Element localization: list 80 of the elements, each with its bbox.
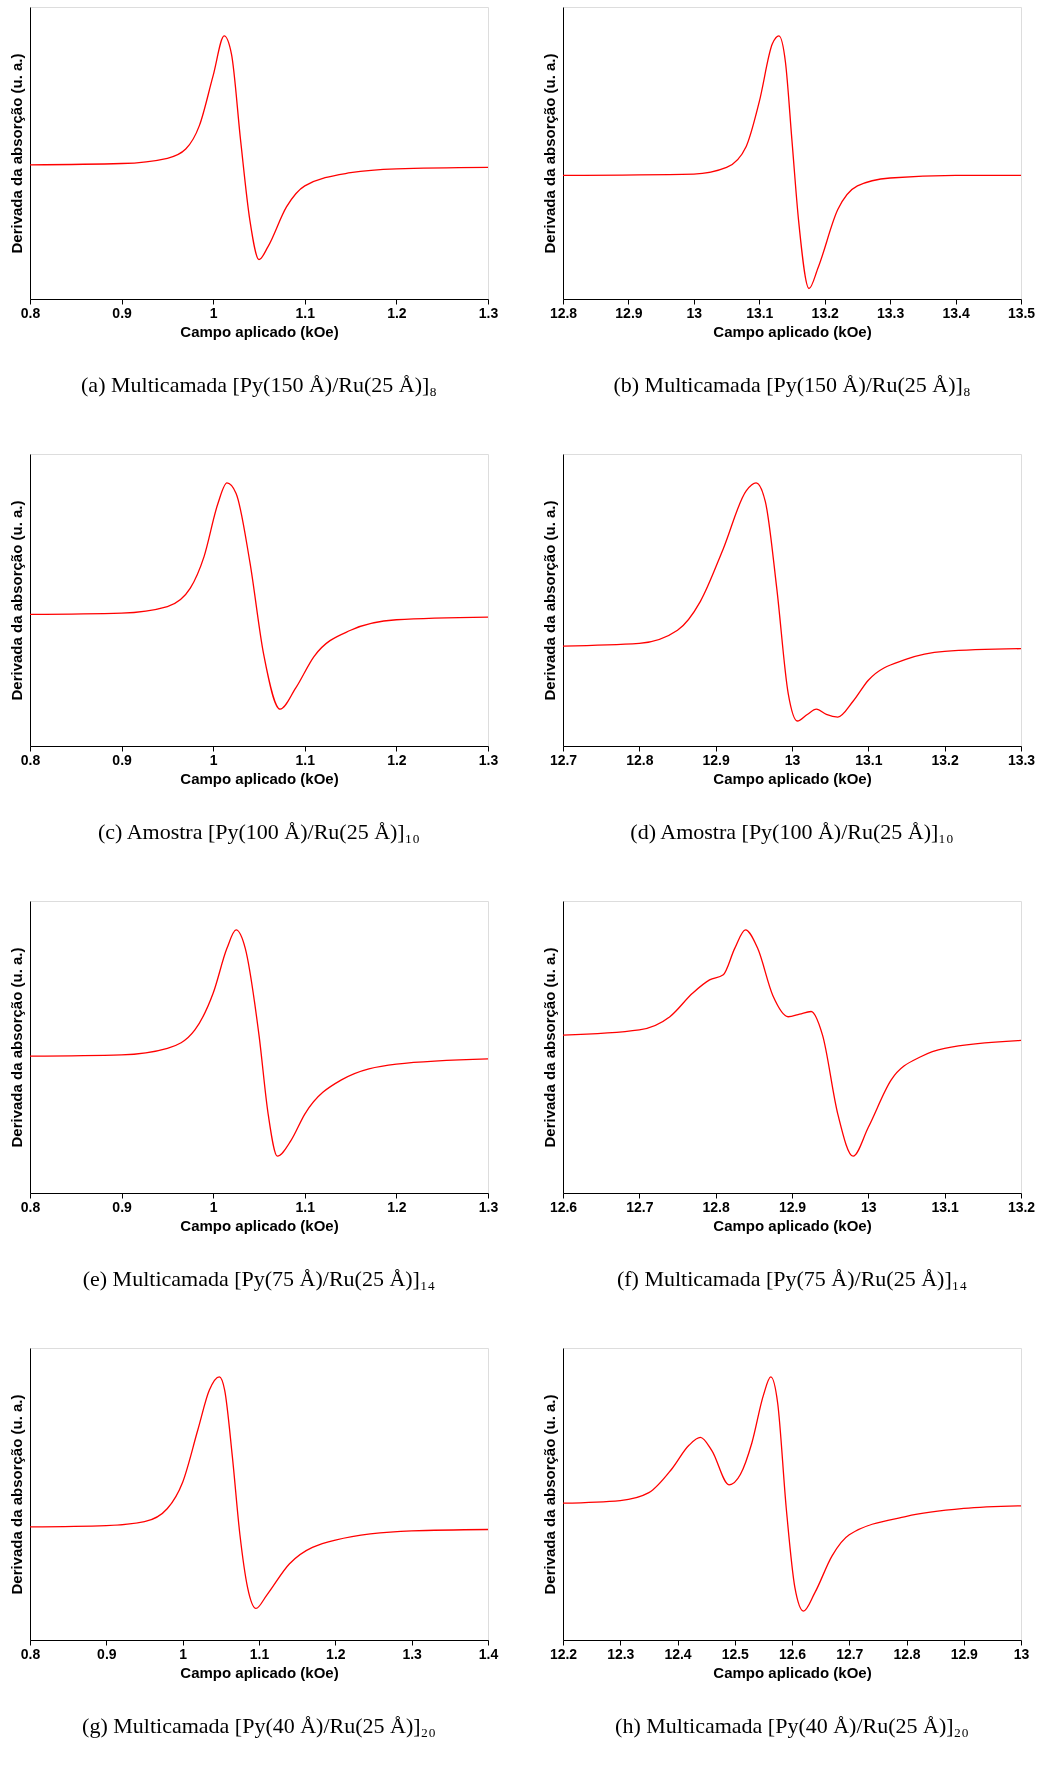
x-tick-label: 13 <box>861 1198 877 1215</box>
x-tick-label: 13.3 <box>1007 751 1036 768</box>
x-axis-title: Campo aplicado (kOe) <box>713 1216 872 1234</box>
x-tick-label: 13.2 <box>811 304 840 321</box>
y-axis-title: Derivada da absorção (u. a.) <box>7 53 25 254</box>
y-axis-title: Derivada da absorção (u. a.) <box>540 53 558 254</box>
x-tick-label: 0.8 <box>20 1198 41 1215</box>
x-tick-label: 1.3 <box>402 1645 423 1662</box>
x-tick-label: 0.9 <box>112 1198 133 1215</box>
x-tick-label: 12.6 <box>549 1198 578 1215</box>
x-tick-label: 1.2 <box>387 1198 407 1215</box>
x-tick-label: 12.9 <box>615 304 643 321</box>
x-tick-label: 13.2 <box>931 751 959 768</box>
x-tick-label: 0.9 <box>97 1645 117 1662</box>
x-tick-label: 12.4 <box>664 1645 692 1662</box>
y-axis-title: Derivada da absorção (u. a.) <box>7 1394 25 1595</box>
x-tick-label: 12.5 <box>721 1645 750 1662</box>
x-axis-title: Campo aplicado (kOe) <box>180 1216 339 1234</box>
text: (b) Multicamada [Py(150 Å)/Ru(25 Å)]₈ <box>613 372 971 397</box>
x-axis-title: Campo aplicado (kOe) <box>180 769 339 787</box>
x-tick-label: 1.3 <box>478 304 499 321</box>
x-tick-label: 12.8 <box>893 1645 921 1662</box>
text: (c) Amostra [Py(100 Å)/Ru(25 Å)]₁₀ <box>97 819 421 844</box>
x-tick-label: 1.1 <box>295 1198 316 1215</box>
x-tick-label: 13 <box>686 304 703 321</box>
x-tick-label: 1 <box>209 304 218 321</box>
x-tick-label: 0.9 <box>112 304 133 321</box>
x-tick-label: 0.9 <box>112 751 133 768</box>
x-axis-title: Campo aplicado (kOe) <box>180 1663 339 1681</box>
x-tick-label: 12.6 <box>778 1645 807 1662</box>
y-axis-title: Derivada da absorção (u. a.) <box>540 500 558 701</box>
x-tick-label: 12.9 <box>702 751 730 768</box>
x-tick-label: 12.2 <box>549 1645 578 1662</box>
x-tick-label: 13.1 <box>855 751 883 768</box>
x-tick-label: 13 <box>1013 1645 1030 1662</box>
x-axis-title: Campo aplicado (kOe) <box>713 322 872 340</box>
x-tick-label: 1 <box>209 751 218 768</box>
text: (f) Multicamada [Py(75 Å)/Ru(25 Å)]₁₄ <box>616 1266 968 1291</box>
y-axis-title: Derivada da absorção (u. a.) <box>540 947 558 1148</box>
x-tick-label: 1.1 <box>249 1645 270 1662</box>
text: (g) Multicamada [Py(40 Å)/Ru(25 Å)]₂₀ <box>82 1713 436 1738</box>
x-tick-label: 0.8 <box>20 751 41 768</box>
x-tick-label: 13.5 <box>1007 304 1036 321</box>
x-axis-title: Campo aplicado (kOe) <box>713 769 872 787</box>
x-tick-label: 1.2 <box>387 751 407 768</box>
x-tick-label: 1.1 <box>295 751 316 768</box>
y-axis-title: Derivada da absorção (u. a.) <box>540 1394 558 1595</box>
x-tick-label: 12.7 <box>549 751 578 768</box>
x-tick-label: 1.2 <box>326 1645 346 1662</box>
x-tick-label: 13.4 <box>942 304 970 321</box>
x-tick-label: 0.8 <box>20 304 41 321</box>
x-tick-label: 13.2 <box>1007 1198 1036 1215</box>
x-axis-title: Campo aplicado (kOe) <box>713 1663 872 1681</box>
x-tick-label: 12.3 <box>607 1645 635 1662</box>
text: (d) Amostra [Py(100 Å)/Ru(25 Å)]₁₀ <box>630 819 954 844</box>
x-tick-label: 12.8 <box>549 304 578 321</box>
x-tick-label: 13 <box>784 751 801 768</box>
x-axis-title: Campo aplicado (kOe) <box>180 322 339 340</box>
x-tick-label: 1.3 <box>478 751 499 768</box>
y-axis-title: Derivada da absorção (u. a.) <box>7 947 25 1148</box>
x-tick-label: 1.1 <box>295 304 316 321</box>
x-tick-label: 1 <box>179 1645 188 1662</box>
text: (e) Multicamada [Py(75 Å)/Ru(25 Å)]₁₄ <box>82 1266 436 1291</box>
x-tick-label: 13.3 <box>877 304 905 321</box>
x-tick-label: 12.8 <box>702 1198 730 1215</box>
text: (h) Multicamada [Py(40 Å)/Ru(25 Å)]₂₀ <box>615 1713 969 1738</box>
x-tick-label: 1.2 <box>387 304 407 321</box>
y-axis-title: Derivada da absorção (u. a.) <box>7 500 25 701</box>
x-tick-label: 12.9 <box>950 1645 979 1662</box>
x-tick-label: 12.9 <box>778 1198 807 1215</box>
x-tick-label: 13.1 <box>746 304 774 321</box>
x-tick-label: 12.7 <box>836 1645 864 1662</box>
text: (a) Multicamada [Py(150 Å)/Ru(25 Å)]₈ <box>81 372 437 397</box>
x-tick-label: 13.1 <box>931 1198 959 1215</box>
x-tick-label: 1 <box>209 1198 218 1215</box>
x-tick-label: 12.7 <box>626 1198 654 1215</box>
x-tick-label: 12.8 <box>626 751 654 768</box>
x-tick-label: 1.4 <box>478 1645 499 1662</box>
x-tick-label: 1.3 <box>478 1198 499 1215</box>
x-tick-label: 0.8 <box>20 1645 41 1662</box>
